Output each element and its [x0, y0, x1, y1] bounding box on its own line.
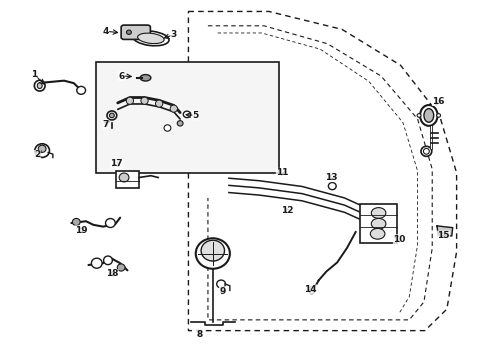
Bar	[96, 62, 278, 173]
Text: 2: 2	[34, 150, 41, 159]
Ellipse shape	[368, 223, 374, 226]
Ellipse shape	[369, 228, 384, 239]
Ellipse shape	[370, 219, 385, 229]
Ellipse shape	[119, 173, 129, 182]
Ellipse shape	[308, 289, 314, 294]
Text: 15: 15	[436, 231, 449, 240]
Ellipse shape	[195, 238, 229, 269]
Text: 17: 17	[110, 159, 123, 168]
Ellipse shape	[216, 280, 225, 288]
Ellipse shape	[170, 105, 177, 112]
Ellipse shape	[117, 264, 125, 271]
Ellipse shape	[423, 148, 428, 154]
Ellipse shape	[109, 113, 114, 118]
Ellipse shape	[91, 258, 102, 268]
Text: 14: 14	[304, 285, 316, 294]
Ellipse shape	[77, 86, 85, 94]
Text: 10: 10	[392, 235, 405, 244]
Text: 16: 16	[431, 96, 444, 105]
Ellipse shape	[183, 111, 190, 118]
Text: 11: 11	[276, 168, 288, 177]
Text: 13: 13	[325, 173, 337, 182]
Text: 8: 8	[196, 330, 203, 339]
Text: 5: 5	[192, 111, 199, 120]
Ellipse shape	[133, 31, 169, 46]
Ellipse shape	[370, 208, 385, 219]
Bar	[359, 204, 396, 243]
Ellipse shape	[423, 109, 433, 122]
Ellipse shape	[126, 30, 131, 35]
Ellipse shape	[137, 33, 164, 44]
Ellipse shape	[140, 75, 151, 81]
Ellipse shape	[105, 219, 115, 228]
Ellipse shape	[368, 209, 374, 212]
Ellipse shape	[201, 240, 224, 261]
Ellipse shape	[107, 111, 117, 120]
FancyBboxPatch shape	[121, 25, 150, 40]
Ellipse shape	[126, 97, 133, 104]
Ellipse shape	[72, 219, 80, 226]
Ellipse shape	[163, 125, 170, 131]
Ellipse shape	[37, 83, 42, 89]
Text: 3: 3	[170, 30, 177, 39]
Ellipse shape	[436, 114, 440, 117]
Text: 6: 6	[118, 72, 124, 81]
Ellipse shape	[420, 146, 431, 156]
Bar	[116, 171, 139, 188]
Ellipse shape	[38, 145, 46, 152]
Polygon shape	[436, 226, 452, 236]
Text: 1: 1	[31, 70, 37, 79]
Ellipse shape	[34, 80, 45, 91]
Ellipse shape	[368, 216, 374, 220]
Text: 7: 7	[102, 120, 108, 129]
Text: 4: 4	[102, 27, 108, 36]
Ellipse shape	[177, 121, 183, 126]
Ellipse shape	[155, 100, 163, 107]
Ellipse shape	[103, 256, 112, 265]
Ellipse shape	[419, 105, 437, 126]
Text: 19: 19	[75, 226, 87, 235]
Ellipse shape	[141, 97, 148, 104]
Text: 9: 9	[219, 287, 225, 296]
Ellipse shape	[35, 144, 49, 157]
Ellipse shape	[328, 183, 335, 190]
Text: 18: 18	[105, 269, 118, 278]
Ellipse shape	[416, 114, 420, 117]
Text: 12: 12	[281, 206, 293, 215]
